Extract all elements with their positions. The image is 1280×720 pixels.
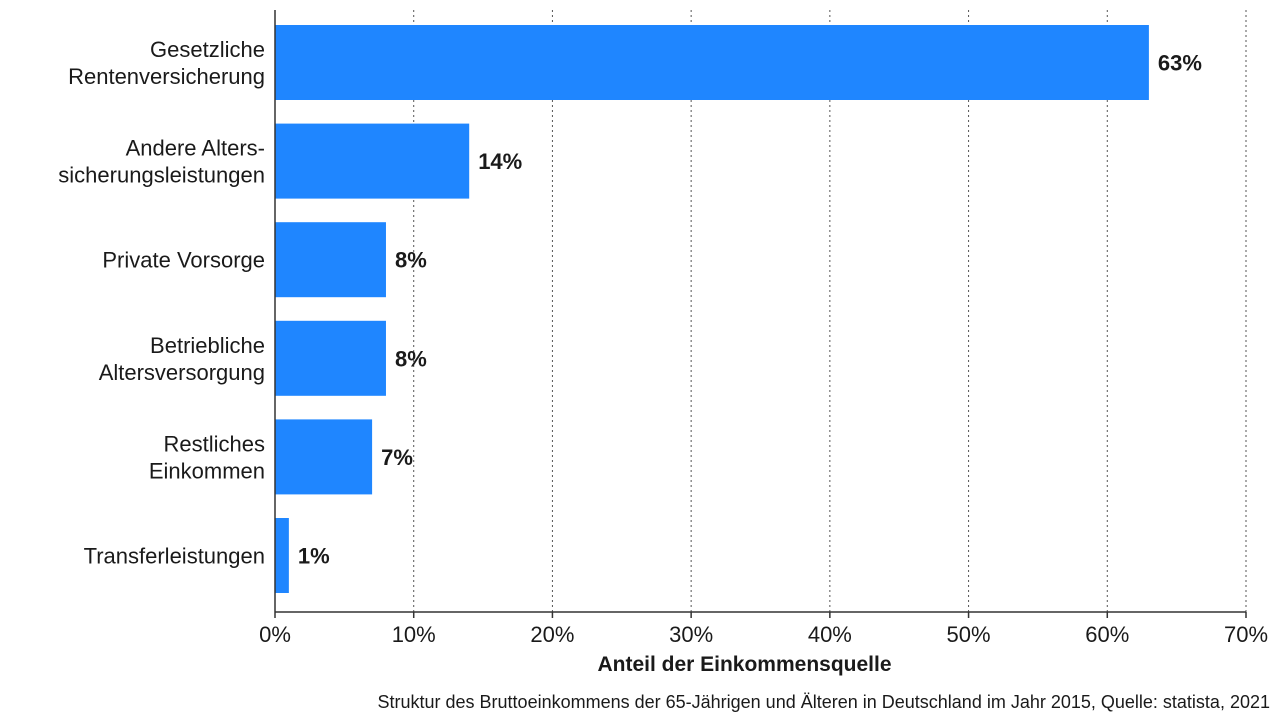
x-tick-label: 20%: [530, 622, 574, 647]
source-caption: Struktur des Bruttoeinkommens der 65-Jäh…: [377, 692, 1271, 712]
data-label: 63%: [1158, 51, 1202, 76]
category-label-line: Gesetzliche: [150, 37, 265, 62]
category-label: Andere Alters-sicherungsleistungen: [58, 136, 265, 188]
bars: [275, 25, 1149, 593]
data-label: 8%: [395, 248, 427, 273]
category-label-line: Restliches: [164, 431, 265, 456]
x-tick-label: 50%: [947, 622, 991, 647]
category-label: Gesetzliche Rentenversicherung: [68, 37, 265, 89]
category-label: Restliches Einkommen: [149, 431, 265, 483]
data-label: 14%: [478, 149, 522, 174]
category-labels: Gesetzliche Rentenversicherung Andere Alte…: [58, 37, 265, 569]
x-tick-label: 10%: [392, 622, 436, 647]
axes: [274, 10, 1247, 618]
data-label: 7%: [381, 445, 413, 470]
x-tick-label: 40%: [808, 622, 852, 647]
x-tick-label: 60%: [1085, 622, 1129, 647]
x-tick-label: 0%: [259, 622, 291, 647]
data-label: 8%: [395, 346, 427, 371]
category-label-line: Rentenversicherung: [68, 64, 265, 89]
bar: [275, 123, 470, 199]
category-label-line: Altersversorgung: [99, 360, 265, 385]
value-labels: 63% 14% 8% 8% 7% 1%: [298, 51, 1202, 569]
x-tick-label: 70%: [1224, 622, 1268, 647]
category-label-line: Betriebliche: [150, 333, 265, 358]
category-label: Private Vorsorge: [102, 248, 265, 273]
bar: [275, 518, 289, 593]
gridlines: [413, 10, 1247, 612]
category-label-line: sicherungsleistungen: [58, 163, 265, 188]
bar-chart: Gesetzliche Rentenversicherung Andere Alte…: [58, 10, 1268, 676]
category-label-line: Andere Alters-: [126, 136, 265, 161]
category-label: Betriebliche Altersversorgung: [99, 333, 265, 385]
x-tick-label: 30%: [669, 622, 713, 647]
category-label: Transferleistungen: [84, 544, 265, 569]
category-label-line: Transferleistungen: [84, 544, 265, 569]
category-label-line: Einkommen: [149, 458, 265, 483]
data-label: 1%: [298, 544, 330, 569]
x-axis-title: Anteil der Einkommensquelle: [597, 653, 891, 676]
x-tick-labels: 0% 10% 20% 30% 40% 50% 60% 70%: [259, 622, 1268, 647]
bar: [275, 222, 386, 298]
bar: [275, 25, 1149, 100]
category-label-line: Private Vorsorge: [102, 248, 265, 273]
bar: [275, 419, 373, 495]
bar: [275, 320, 386, 396]
